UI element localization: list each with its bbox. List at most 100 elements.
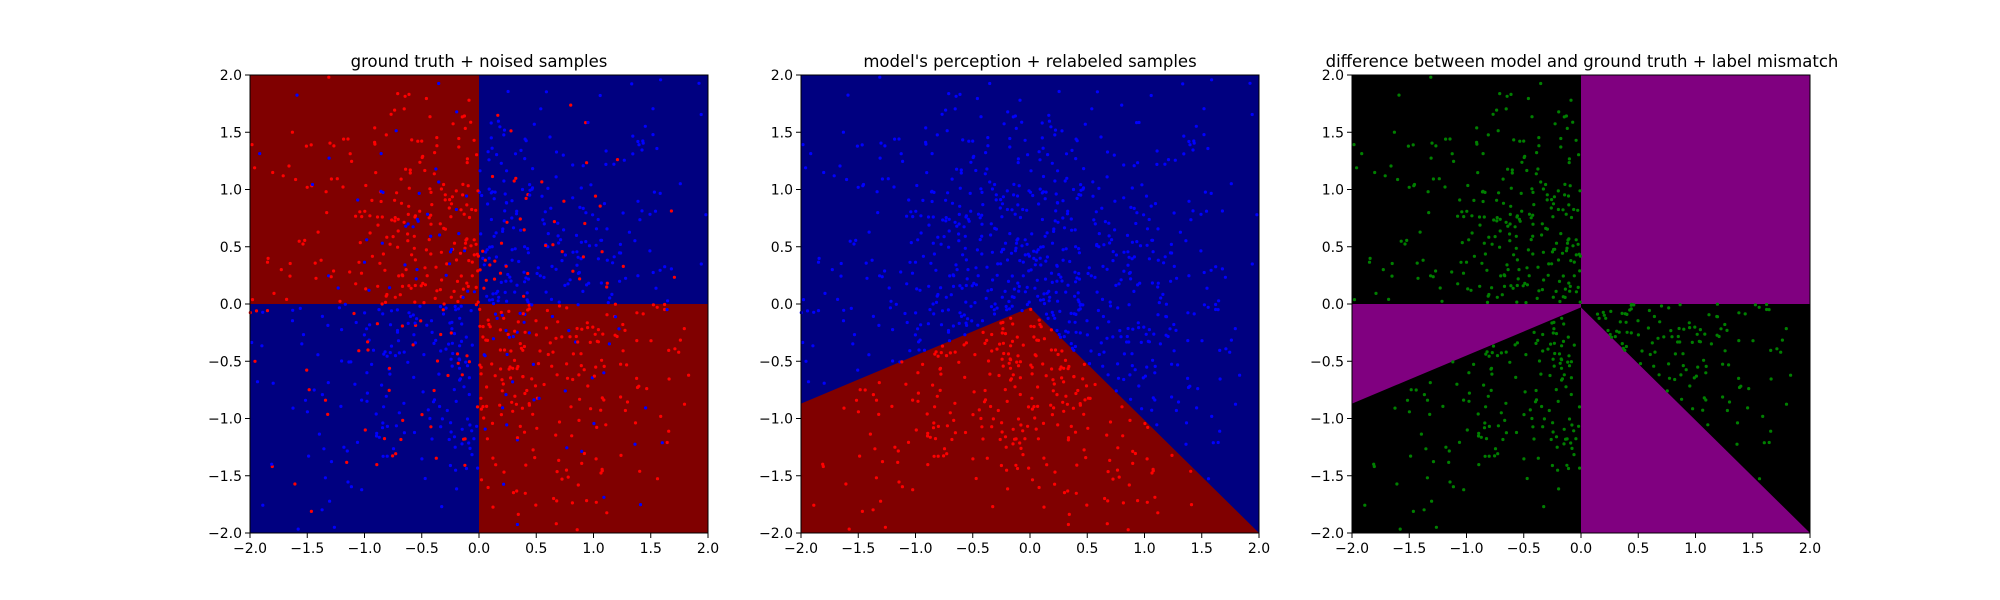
scatter-point [449, 331, 453, 335]
scatter-point [1560, 378, 1564, 382]
scatter-point [536, 266, 540, 270]
scatter-point [1051, 313, 1055, 317]
scatter-point [270, 462, 274, 466]
scatter-point [499, 161, 503, 165]
scatter-point [1018, 392, 1022, 397]
scatter-point [375, 463, 379, 467]
scatter-point [1026, 405, 1031, 409]
scatter-point [397, 274, 401, 278]
scatter-point [449, 421, 453, 425]
scatter-point [380, 302, 384, 306]
scatter-point [1416, 276, 1420, 280]
scatter-point [1049, 125, 1053, 129]
scatter-point [380, 241, 384, 245]
scatter-point [1137, 326, 1141, 330]
scatter-point [1702, 358, 1706, 362]
scatter-point [1653, 350, 1657, 354]
scatter-point [1706, 423, 1710, 427]
scatter-point [917, 348, 921, 352]
scatter-point [1127, 255, 1131, 259]
scatter-point [376, 284, 380, 288]
scatter-point [1019, 423, 1023, 427]
scatter-point [919, 231, 923, 235]
scatter-point [878, 274, 882, 278]
x-tick-label: 0.0 [1570, 541, 1592, 557]
scatter-point [1536, 167, 1540, 171]
scatter-point [999, 250, 1004, 254]
scatter-point [933, 437, 938, 441]
scatter-point [619, 362, 623, 366]
scatter-point [1682, 327, 1686, 331]
scatter-point [443, 193, 447, 197]
scatter-point [1087, 266, 1091, 270]
scatter-point [1015, 194, 1020, 198]
scatter-point [1184, 442, 1188, 446]
scatter-point [412, 375, 416, 379]
scatter-point [1228, 350, 1232, 354]
scatter-point [1157, 301, 1161, 305]
scatter-point [396, 92, 400, 96]
scatter-point [880, 275, 884, 279]
scatter-point [514, 176, 518, 180]
scatter-point [265, 309, 270, 313]
scatter-point [1767, 308, 1771, 312]
scatter-point [554, 336, 558, 340]
scatter-point [430, 203, 434, 207]
scatter-point [485, 294, 489, 298]
scatter-point [470, 207, 474, 212]
scatter-point [349, 360, 353, 364]
scatter-point [409, 286, 413, 290]
scatter-point [265, 260, 270, 264]
scatter-point [1472, 198, 1476, 202]
scatter-point [1015, 466, 1020, 471]
scatter-point [335, 177, 339, 181]
scatter-point [368, 231, 372, 235]
scatter-point [1427, 211, 1431, 215]
scatter-point [479, 478, 484, 482]
scatter-point [379, 199, 383, 204]
scatter-point [1066, 522, 1070, 527]
scatter-point [521, 348, 525, 352]
scatter-point [1062, 380, 1066, 384]
scatter-point [515, 209, 519, 213]
scatter-point [373, 126, 377, 130]
scatter-point [407, 186, 411, 190]
scatter-point [1509, 92, 1513, 96]
scatter-point [635, 376, 639, 380]
scatter-point [447, 342, 451, 346]
scatter-point [581, 255, 586, 259]
scatter-point [896, 449, 900, 453]
scatter-point [971, 155, 975, 160]
scatter-point [530, 187, 534, 191]
scatter-point [842, 308, 846, 312]
scatter-point [1444, 445, 1448, 449]
y-axis-ticks: −2.0−1.5−1.0−0.50.00.51.01.52.0 [1310, 68, 1352, 542]
scatter-point [474, 303, 478, 307]
scatter-point [1034, 258, 1038, 262]
scatter-point [456, 307, 461, 311]
x-tick-label: −1.5 [841, 541, 875, 557]
scatter-point [961, 253, 965, 257]
scatter-point [402, 107, 406, 111]
scatter-point [413, 258, 417, 262]
scatter-point [990, 250, 995, 254]
scatter-point [526, 251, 531, 255]
scatter-point [1406, 144, 1410, 148]
scatter-point [663, 307, 667, 312]
scatter-point [389, 344, 394, 348]
difference-region [1352, 304, 1581, 404]
scatter-point [1561, 274, 1565, 278]
scatter-point [592, 421, 596, 426]
scatter-point [1456, 282, 1460, 286]
scatter-point [1360, 152, 1364, 156]
scatter-point [959, 171, 963, 175]
scatter-point [505, 352, 509, 357]
scatter-point [1647, 308, 1651, 313]
scatter-point [697, 81, 701, 85]
scatter-point [1492, 218, 1496, 222]
scatter-point [989, 233, 993, 237]
scatter-point [1023, 238, 1027, 242]
scatter-point [1657, 373, 1661, 377]
scatter-point [429, 190, 433, 194]
